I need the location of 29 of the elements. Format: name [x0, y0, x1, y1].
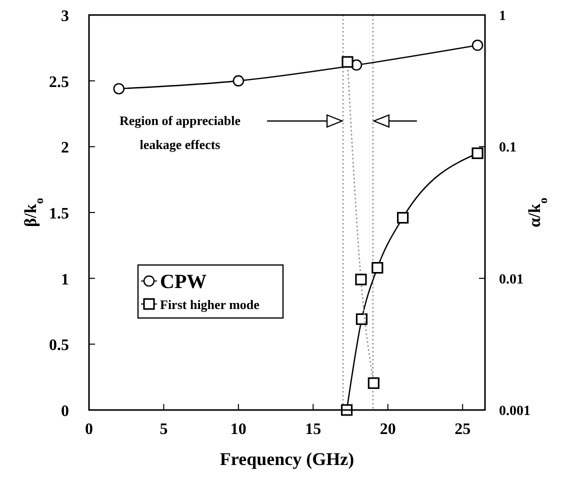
- legend-label: CPW: [160, 271, 207, 293]
- y-tick-label: 2.5: [49, 74, 69, 91]
- x-tick-label: 10: [230, 421, 246, 438]
- y-tick-label: 0.5: [49, 337, 69, 354]
- point: [472, 147, 484, 160]
- x-tick-label: 15: [305, 421, 322, 438]
- x-tick-label: 20: [380, 421, 396, 438]
- point: [372, 262, 384, 274]
- x-tick-label: 25: [454, 421, 471, 438]
- point: [232, 75, 244, 86]
- point: [356, 313, 368, 325]
- y-tick-label: 0: [61, 403, 69, 420]
- y2-tick-label: 0.01: [499, 272, 524, 288]
- y-tick-label: 1.5: [49, 206, 69, 222]
- y2-tick-label: 0.001: [499, 404, 530, 419]
- x-axis-title: Frequency (GHz): [220, 449, 354, 469]
- y2-tick-label: 1: [499, 9, 506, 24]
- legend-label: First higher mode: [160, 297, 260, 312]
- point: [113, 83, 125, 94]
- y2-tick-label: 0.1: [499, 140, 516, 156]
- y-tick-label: 3: [61, 8, 69, 25]
- point: [472, 40, 484, 51]
- annotation: Region of appreciable leakage effects: [119, 113, 241, 152]
- point: [397, 212, 409, 224]
- y-tick-label: 2: [61, 140, 69, 157]
- y-tick-label: 1: [61, 271, 69, 288]
- x-tick-label: 5: [160, 421, 168, 438]
- point: [340, 404, 353, 416]
- x-tick-label: 0: [85, 421, 93, 438]
